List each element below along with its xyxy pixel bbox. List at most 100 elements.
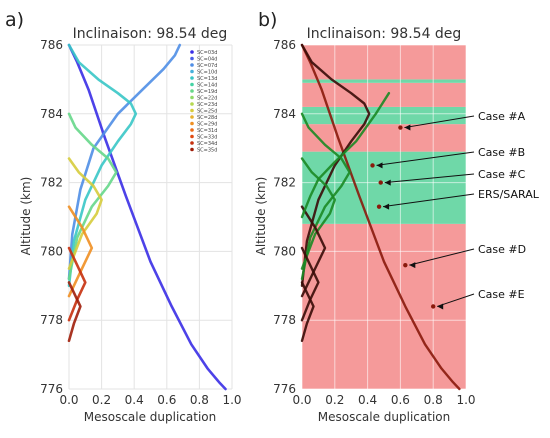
x-tick-label-b-0: 0.0 bbox=[292, 393, 311, 407]
legend-marker-13 bbox=[190, 134, 194, 139]
y-tick-label-a-0: 776 bbox=[40, 382, 63, 396]
annotation-arrow-4 bbox=[409, 248, 475, 266]
y-axis-label-a: Altitude (km) bbox=[19, 177, 33, 256]
series-line-a-3 bbox=[67, 112, 118, 281]
legend-label-2: SC=07d bbox=[197, 63, 217, 69]
series-line-a-0 bbox=[67, 43, 227, 391]
legend-label-6: SC=19d bbox=[197, 89, 217, 95]
series-line-b-5 bbox=[300, 246, 320, 322]
annotation-point-0 bbox=[398, 125, 403, 130]
y-tick-label-a-3: 782 bbox=[40, 176, 63, 190]
legend-label-12: SC=31d bbox=[197, 128, 217, 134]
annotation-arrowhead-4 bbox=[409, 262, 416, 269]
x-tick-label-a-2: 0.4 bbox=[125, 393, 144, 407]
annotation-point-3 bbox=[376, 204, 382, 209]
legend-label-7: SC=22d bbox=[197, 96, 217, 102]
x-tick-label-a-1: 0.2 bbox=[92, 393, 111, 407]
x-tick-label-b-2: 0.4 bbox=[358, 393, 377, 407]
legend-label-5: SC=14d bbox=[197, 83, 217, 89]
annotation-arrowhead-0 bbox=[404, 124, 411, 131]
legend-marker-11 bbox=[190, 121, 194, 126]
y-axis-label-b: Altitude (km) bbox=[254, 177, 268, 256]
legend-marker-12 bbox=[190, 128, 194, 132]
annotation-arrow-1 bbox=[376, 151, 475, 166]
x-tick-label-b-3: 0.6 bbox=[391, 393, 410, 407]
x-axis-label-b: Mesoscale duplication bbox=[318, 410, 451, 424]
series-line-b-3 bbox=[300, 157, 336, 270]
series-line-a-4 bbox=[67, 157, 103, 270]
legend-label-3: SC=10d bbox=[197, 70, 217, 76]
legend-label-10: SC=28d bbox=[197, 115, 217, 121]
series-line-b-4 bbox=[300, 205, 327, 298]
series-line-a-1 bbox=[67, 43, 182, 281]
y-tick-label-a-5: 786 bbox=[40, 38, 63, 52]
x-tick-label-b-1: 0.2 bbox=[325, 393, 344, 407]
series-line-a-7 bbox=[67, 281, 82, 343]
x-tick-label-a-5: 1.0 bbox=[222, 393, 241, 407]
background-band-b-3 bbox=[302, 106, 466, 125]
legend-marker-4 bbox=[190, 76, 194, 80]
y-tick-label-b-1: 778 bbox=[273, 313, 296, 327]
series-line-b-1 bbox=[300, 43, 371, 287]
legend-label-13: SC=33d bbox=[197, 135, 217, 141]
legend-marker-15 bbox=[190, 147, 194, 152]
annotation-arrow-2 bbox=[384, 173, 475, 184]
legend-label-1: SC=04d bbox=[197, 57, 217, 63]
legend-label-9: SC=25d bbox=[197, 109, 217, 115]
legend-marker-8 bbox=[190, 102, 194, 106]
annotation-arrow-0 bbox=[404, 115, 475, 129]
series-line-b-6 bbox=[300, 281, 315, 342]
legend-label-0: SC=03d bbox=[197, 50, 217, 56]
series-line-a-2 bbox=[67, 43, 138, 288]
panel-a: a) Inclinaison: 98.54 deg Altitude (km) … bbox=[5, 9, 242, 424]
y-tick-label-a-4: 784 bbox=[40, 107, 63, 121]
legend-label-11: SC=29d bbox=[197, 122, 217, 128]
y-tick-label-a-2: 780 bbox=[40, 244, 63, 258]
panel-letter-a: a) bbox=[5, 9, 24, 31]
annotation-label-3: ERS/SARAL bbox=[478, 188, 540, 201]
annotation-point-4 bbox=[403, 262, 408, 268]
panel-b: b) Inclinaison: 98.54 deg Altitude (km) … bbox=[254, 9, 540, 424]
series-line-a-5 bbox=[67, 205, 94, 298]
legend-label-4: SC=13d bbox=[197, 76, 217, 82]
y-tick-label-b-5: 786 bbox=[273, 38, 296, 52]
annotation-arrow-5 bbox=[437, 293, 475, 307]
legend-label-8: SC=23d bbox=[197, 102, 217, 108]
legend-marker-10 bbox=[190, 115, 194, 119]
legend-marker-5 bbox=[190, 82, 194, 87]
legend-marker-6 bbox=[190, 89, 194, 93]
x-tick-label-a-0: 0.0 bbox=[59, 393, 78, 407]
y-tick-label-b-4: 784 bbox=[273, 107, 296, 121]
x-tick-label-b-4: 0.8 bbox=[424, 393, 443, 407]
legend-marker-7 bbox=[190, 95, 194, 100]
y-tick-label-b-2: 780 bbox=[273, 244, 296, 258]
series-line-b-7 bbox=[300, 92, 391, 219]
x-tick-label-a-3: 0.6 bbox=[157, 393, 176, 407]
annotation-label-5: Case #E bbox=[478, 288, 525, 301]
annotation-label-0: Case #A bbox=[478, 110, 526, 123]
y-tick-label-a-1: 778 bbox=[40, 313, 63, 327]
annotation-label-4: Case #D bbox=[478, 243, 526, 256]
x-axis-label-a: Mesoscale duplication bbox=[84, 410, 217, 424]
annotation-arrowhead-1 bbox=[376, 162, 383, 169]
legend-label-15: SC=35d bbox=[197, 148, 217, 154]
legend-marker-2 bbox=[190, 63, 194, 67]
y-tick-label-b-0: 776 bbox=[273, 382, 296, 396]
annotation-label-2: Case #C bbox=[478, 168, 526, 181]
annotation-arrowhead-2 bbox=[384, 179, 391, 186]
annotation-point-2 bbox=[378, 180, 383, 185]
annotation-arrowhead-3 bbox=[383, 203, 390, 210]
legend-marker-14 bbox=[190, 141, 194, 145]
series-line-a-6 bbox=[67, 246, 87, 322]
legend-label-14: SC=34d bbox=[197, 141, 217, 147]
legend-marker-0 bbox=[190, 50, 194, 54]
chart-title-b: Inclinaison: 98.54 deg bbox=[307, 26, 462, 42]
annotation-arrow-3 bbox=[383, 193, 475, 208]
legend-marker-9 bbox=[190, 108, 194, 113]
annotation-point-1 bbox=[370, 163, 375, 168]
chart-title-a: Inclinaison: 98.54 deg bbox=[73, 26, 228, 42]
annotation-arrowhead-5 bbox=[437, 303, 444, 310]
background-band-b-5 bbox=[302, 79, 466, 83]
x-tick-label-b-5: 1.0 bbox=[456, 393, 475, 407]
